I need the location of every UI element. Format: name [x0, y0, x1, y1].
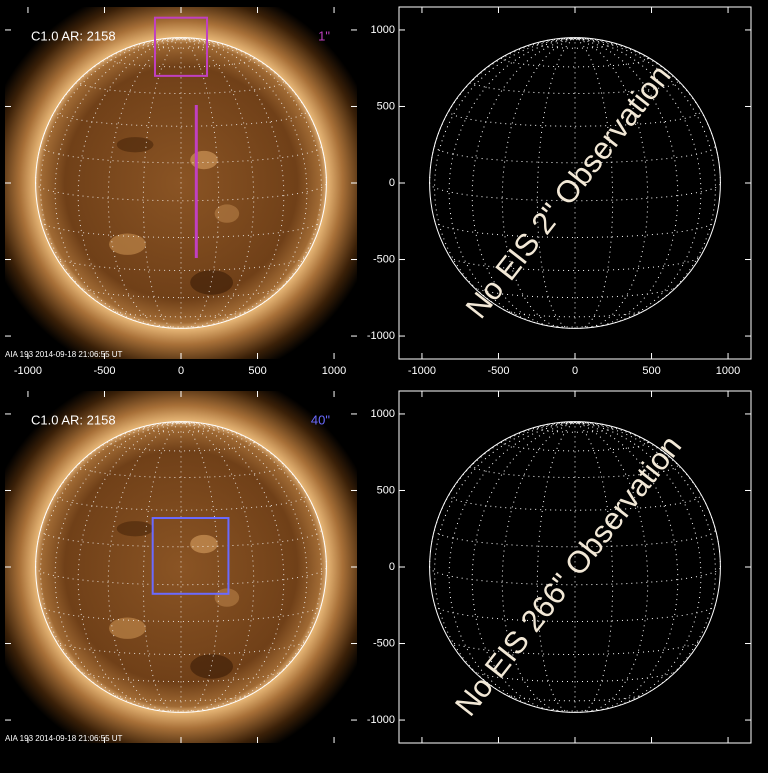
feature — [214, 204, 240, 223]
feature — [190, 150, 218, 170]
x-tick-label: -500 — [487, 365, 509, 377]
x-tick-label: 500 — [642, 365, 660, 377]
y-tick-label: 1000 — [371, 24, 395, 36]
feature — [190, 270, 234, 295]
y-tick-label: 0 — [389, 177, 395, 189]
panel: C1.0 AR: 2158 1" AIA 193 2014-09-18 21:06:… — [5, 7, 357, 377]
y-tick-label: -1000 — [367, 330, 395, 342]
coordinate-grid — [429, 37, 721, 329]
y-tick-label: 500 — [377, 484, 395, 496]
footer: AIA 193 2014-09-18 21:06:55 UT — [5, 350, 123, 359]
footer: AIA 193 2014-09-18 21:06:55 UT — [5, 734, 123, 743]
annotation: No EIS 2" Observation — [459, 58, 678, 324]
slit-label: 40" — [311, 412, 330, 427]
y-tick-label: 1000 — [371, 408, 395, 420]
x-tick-label: 1000 — [322, 365, 346, 377]
x-tick-label: -1000 — [14, 365, 42, 377]
x-tick-label: 0 — [178, 365, 184, 377]
panel: C1.0 AR: 2158 40" AIA 193 2014-09-18 21:06… — [5, 391, 357, 743]
panel-content — [429, 37, 721, 329]
feature — [190, 654, 234, 679]
y-tick-label: -500 — [373, 637, 395, 649]
y-tick-label: 0 — [389, 561, 395, 573]
panel-label: C1.0 AR: 2158 — [31, 28, 116, 43]
x-tick-label: 500 — [248, 365, 266, 377]
coordinate-grid — [429, 421, 721, 713]
panel: No EIS 266" Observation -1000 -500 0 500 1000 — [367, 390, 752, 744]
slit-label: 1" — [318, 28, 330, 43]
feature — [116, 137, 154, 153]
y-tick-label: -1000 — [367, 714, 395, 726]
panel-content — [429, 421, 721, 713]
panel: No EIS 2" Observation -1000 -1000 -500 -500 0… — [367, 6, 752, 377]
panel-content: C1.0 AR: 2158 1" AIA 193 2014-09-18 21:06:… — [5, 7, 357, 359]
feature — [190, 534, 218, 554]
coordinate-grid — [35, 421, 327, 713]
feature — [109, 617, 146, 639]
panel-label: C1.0 AR: 2158 — [31, 412, 116, 427]
eis-fov-box — [153, 16, 209, 77]
y-tick-label: -500 — [373, 253, 395, 265]
y-tick-label: 500 — [377, 100, 395, 112]
x-tick-label: -1000 — [408, 365, 436, 377]
x-tick-label: -500 — [93, 365, 115, 377]
feature — [109, 233, 146, 255]
feature — [116, 521, 154, 537]
annotation: No EIS 266" Observation — [448, 429, 688, 723]
x-tick-label: 1000 — [716, 365, 740, 377]
panel-content: C1.0 AR: 2158 40" AIA 193 2014-09-18 21:06… — [5, 391, 357, 743]
x-tick-label: 0 — [572, 365, 578, 377]
coordinate-grid — [35, 37, 327, 329]
eis-fov-box — [151, 517, 230, 595]
